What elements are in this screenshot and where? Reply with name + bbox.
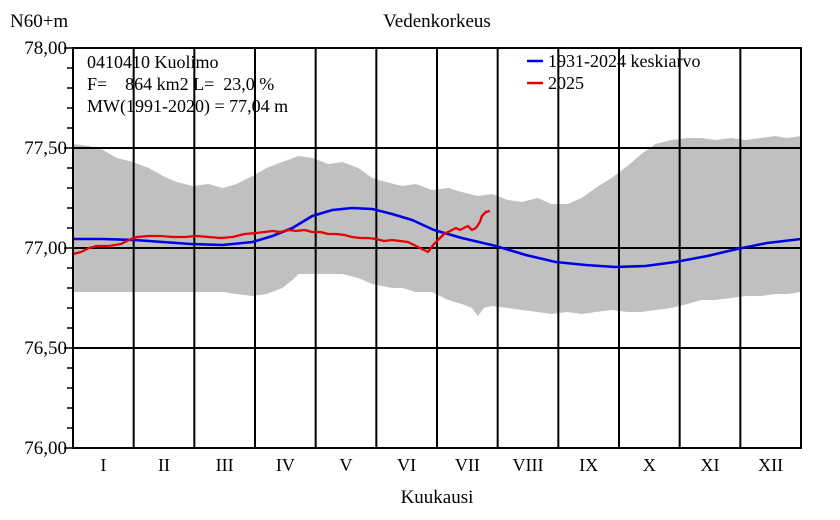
catchment-info: F= 864 km2 L= 23,0 % bbox=[87, 74, 274, 94]
legend-label-2025: 2025 bbox=[548, 73, 584, 93]
month-label: III bbox=[216, 455, 234, 475]
month-label: VIII bbox=[513, 455, 544, 475]
month-label: X bbox=[643, 455, 656, 475]
month-label: VI bbox=[397, 455, 416, 475]
month-label: V bbox=[340, 455, 353, 475]
mean-water-level: MW(1991-2020) = 77,04 m bbox=[87, 96, 288, 117]
legend-label-mean: 1931-2024 keskiarvo bbox=[548, 51, 700, 71]
month-label: VII bbox=[455, 455, 480, 475]
month-label: I bbox=[100, 455, 106, 475]
y-tick-label: 78,00 bbox=[24, 38, 67, 59]
chart-title: Vedenkorkeus bbox=[383, 11, 491, 32]
station-info: 0410410 Kuolimo F= 864 km2 L= 23,0 % MW(… bbox=[87, 52, 288, 117]
y-axis-label: N60+m bbox=[10, 11, 68, 32]
series-line-2025 bbox=[72, 209, 491, 256]
month-label: II bbox=[158, 455, 170, 475]
y-tick-label: 76,50 bbox=[24, 338, 67, 359]
month-label: XI bbox=[701, 455, 720, 475]
month-label: IX bbox=[579, 455, 598, 475]
series-lines bbox=[72, 206, 802, 269]
x-axis-month-labels: I II III IV V VI VII VIII IX X XI XII bbox=[100, 455, 783, 475]
y-tick-label: 77,50 bbox=[24, 138, 67, 159]
grid-lines bbox=[73, 48, 801, 448]
month-label: XII bbox=[758, 455, 783, 475]
y-tick-label: 77,00 bbox=[24, 238, 67, 259]
series-line-mean bbox=[73, 206, 802, 269]
y-tick-label: 76,00 bbox=[24, 438, 67, 459]
station-name: 0410410 Kuolimo bbox=[87, 52, 219, 72]
legend: 1931-2024 keskiarvo 2025 bbox=[527, 51, 700, 93]
x-axis-label: Kuukausi bbox=[401, 487, 474, 508]
y-axis-ticks: 78,00 77,50 77,00 76,50 76,00 bbox=[24, 38, 73, 459]
month-label: IV bbox=[276, 455, 295, 475]
